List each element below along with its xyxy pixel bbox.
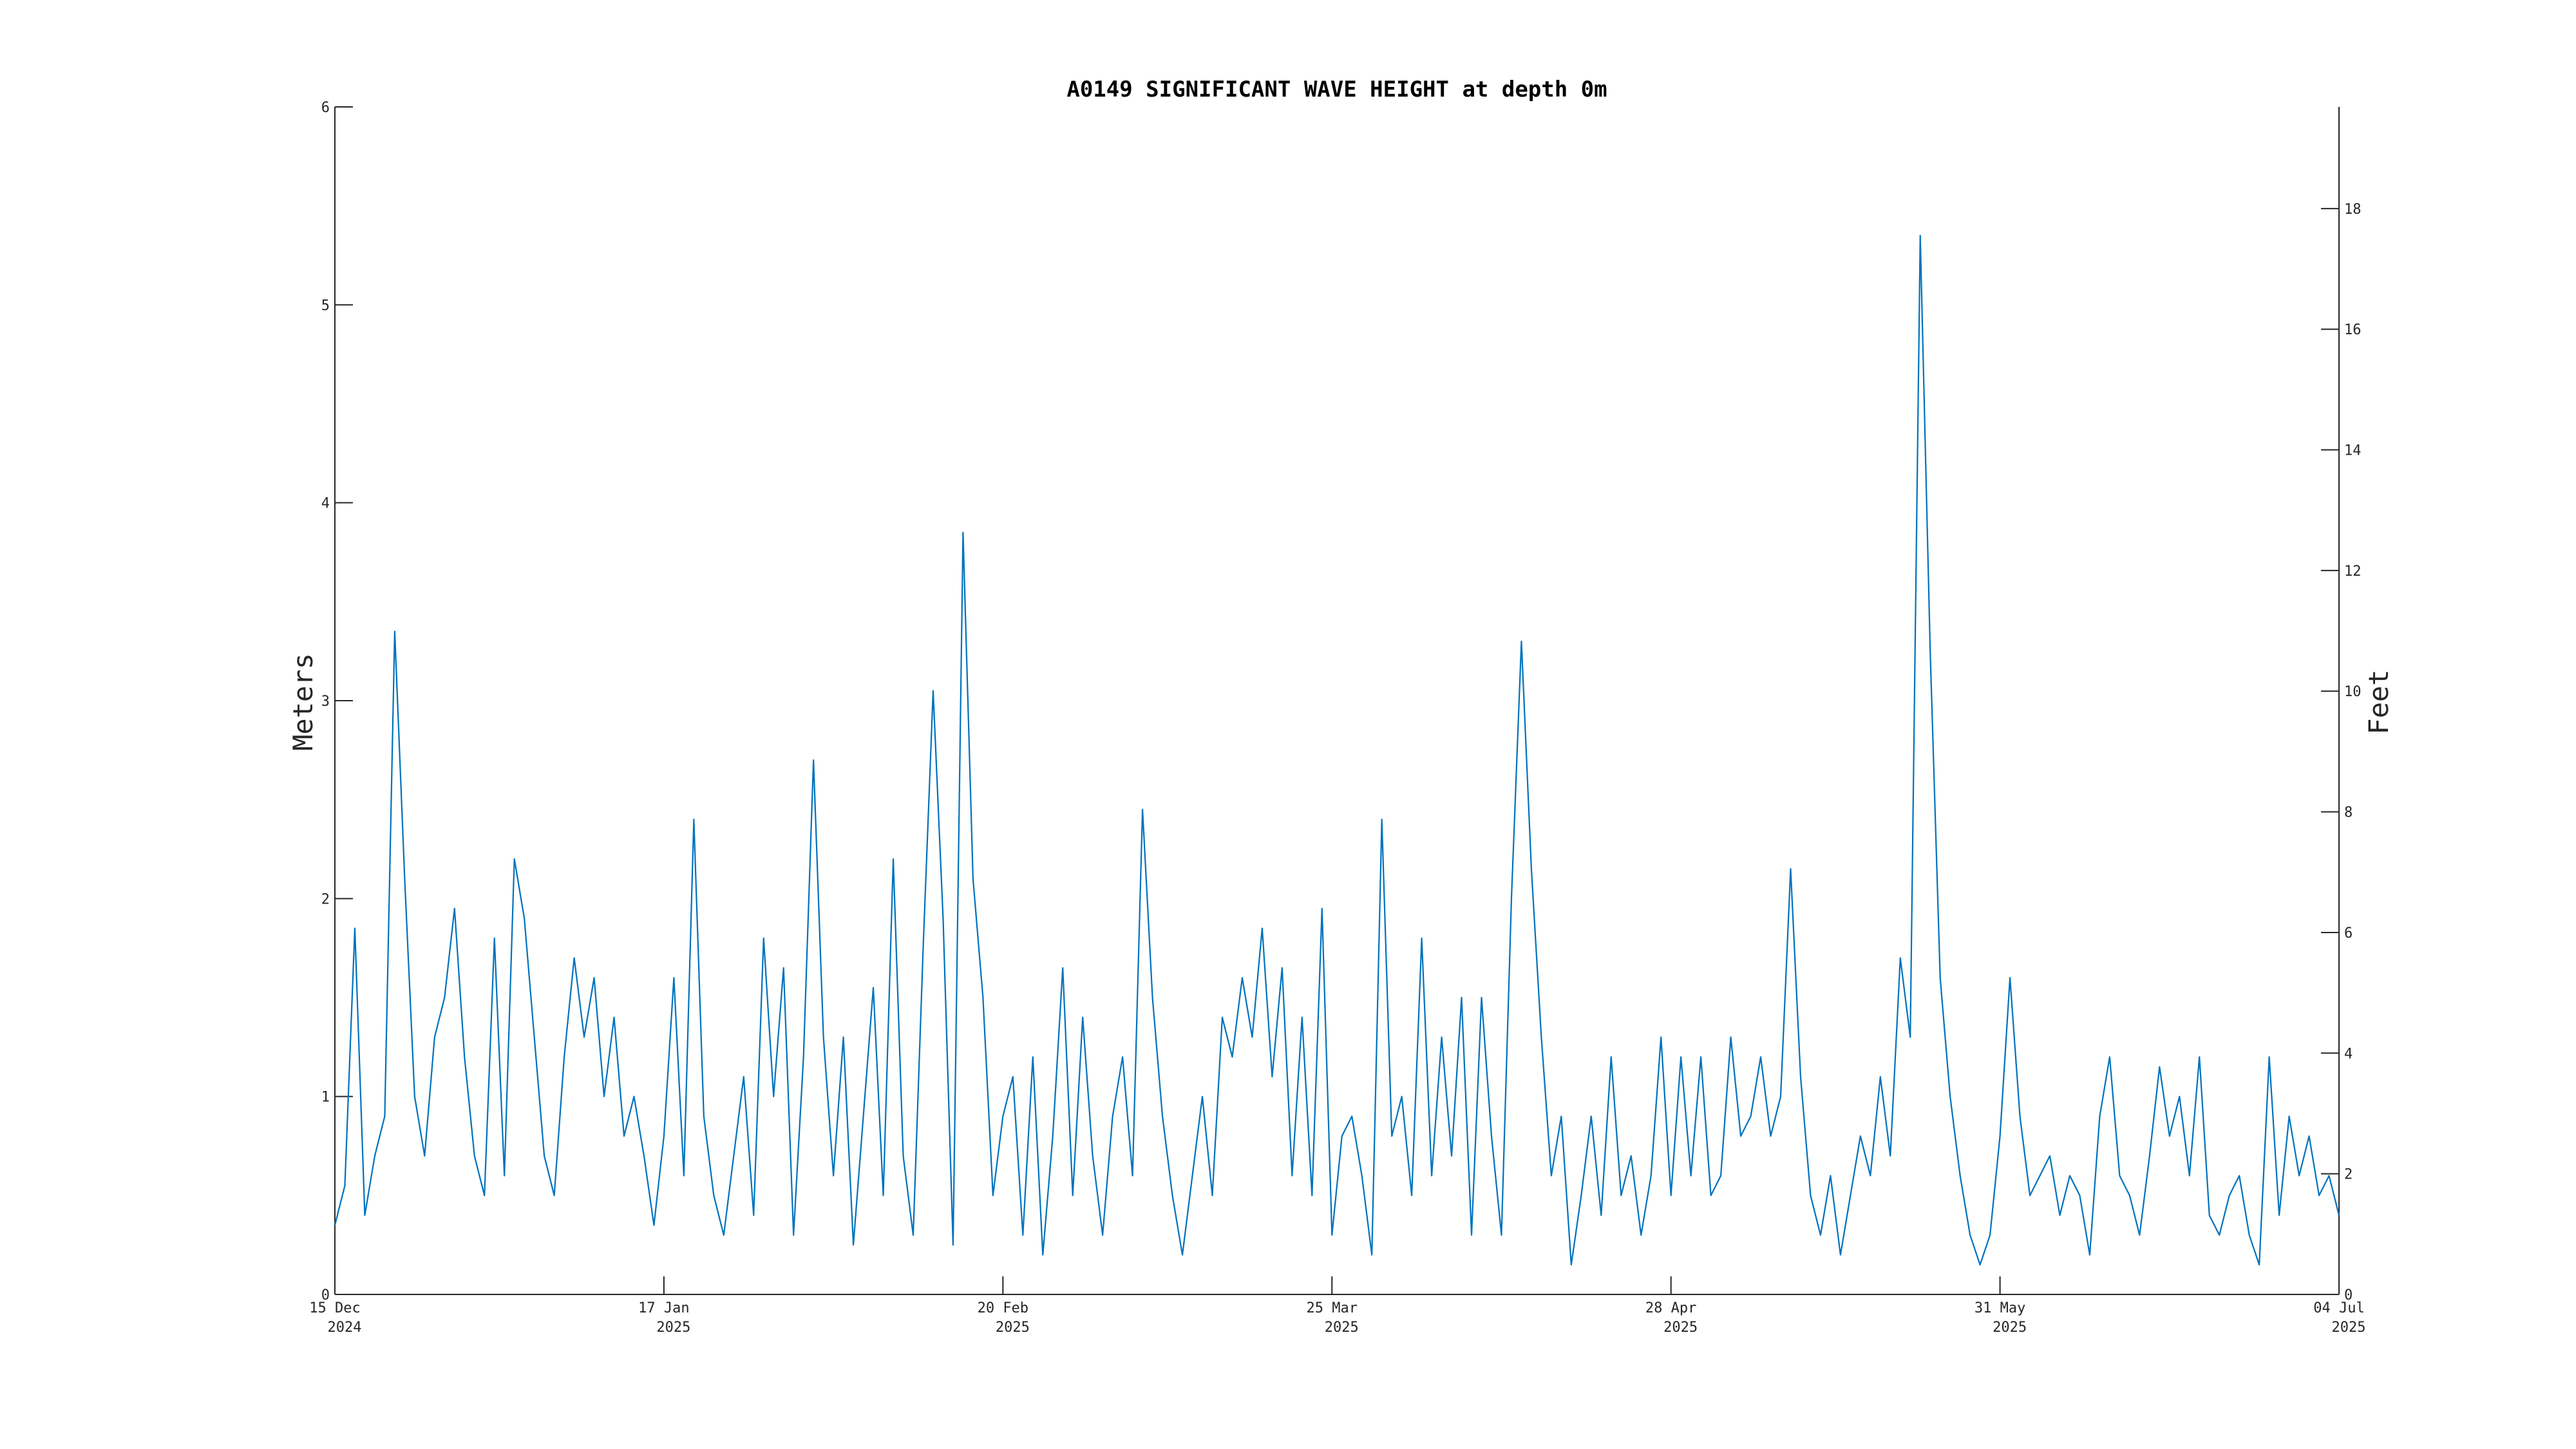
y2-tick-label: 10 xyxy=(2344,684,2362,700)
x-tick-label: 04 Jul xyxy=(2313,1300,2364,1316)
y-tick-label: 4 xyxy=(321,496,330,512)
y2-tick-label: 14 xyxy=(2344,443,2362,459)
y2-tick-label: 0 xyxy=(2344,1287,2353,1303)
x-tick-label: 20 Feb xyxy=(978,1300,1028,1316)
y2-tick-label: 6 xyxy=(2344,925,2353,942)
x-tick-label: 17 Jan xyxy=(638,1300,689,1316)
y-tick-label: 0 xyxy=(321,1287,330,1303)
y-tick-label: 5 xyxy=(321,298,330,314)
x-tick-label: 15 Dec xyxy=(309,1300,360,1316)
data-line xyxy=(334,234,2340,1265)
y2-tick-label: 8 xyxy=(2344,805,2353,821)
y2-tick-label: 2 xyxy=(2344,1167,2353,1183)
y-tick-label: 1 xyxy=(321,1090,330,1106)
x-tick-label: 2024 xyxy=(328,1320,362,1336)
y2-axis-label: Feet xyxy=(2363,669,2394,734)
x-tick-label: 25 Mar xyxy=(1307,1300,1358,1316)
x-tick-label: 28 Apr xyxy=(1645,1300,1696,1316)
y2-tick-label: 18 xyxy=(2344,202,2362,218)
y-tick-label: 3 xyxy=(321,694,330,710)
chart-title: A0149 SIGNIFICANT WAVE HEIGHT at depth 0… xyxy=(1066,77,1607,102)
x-tick-label: 31 May xyxy=(1975,1300,2025,1316)
x-tick-label: 2025 xyxy=(656,1320,690,1336)
x-tick-label: 2025 xyxy=(2332,1320,2366,1336)
y-axis-label: Meters xyxy=(287,653,319,751)
x-tick-label: 2025 xyxy=(1663,1320,1698,1336)
y2-tick-label: 12 xyxy=(2344,564,2362,580)
y2-tick-label: 16 xyxy=(2344,322,2362,338)
y-tick-label: 2 xyxy=(321,891,330,907)
y-tick-label: 6 xyxy=(321,100,330,116)
x-tick-label: 2025 xyxy=(996,1320,1030,1336)
y2-tick-label: 4 xyxy=(2344,1046,2353,1062)
x-tick-label: 2025 xyxy=(1993,1320,2027,1336)
x-tick-label: 2025 xyxy=(1325,1320,1359,1336)
